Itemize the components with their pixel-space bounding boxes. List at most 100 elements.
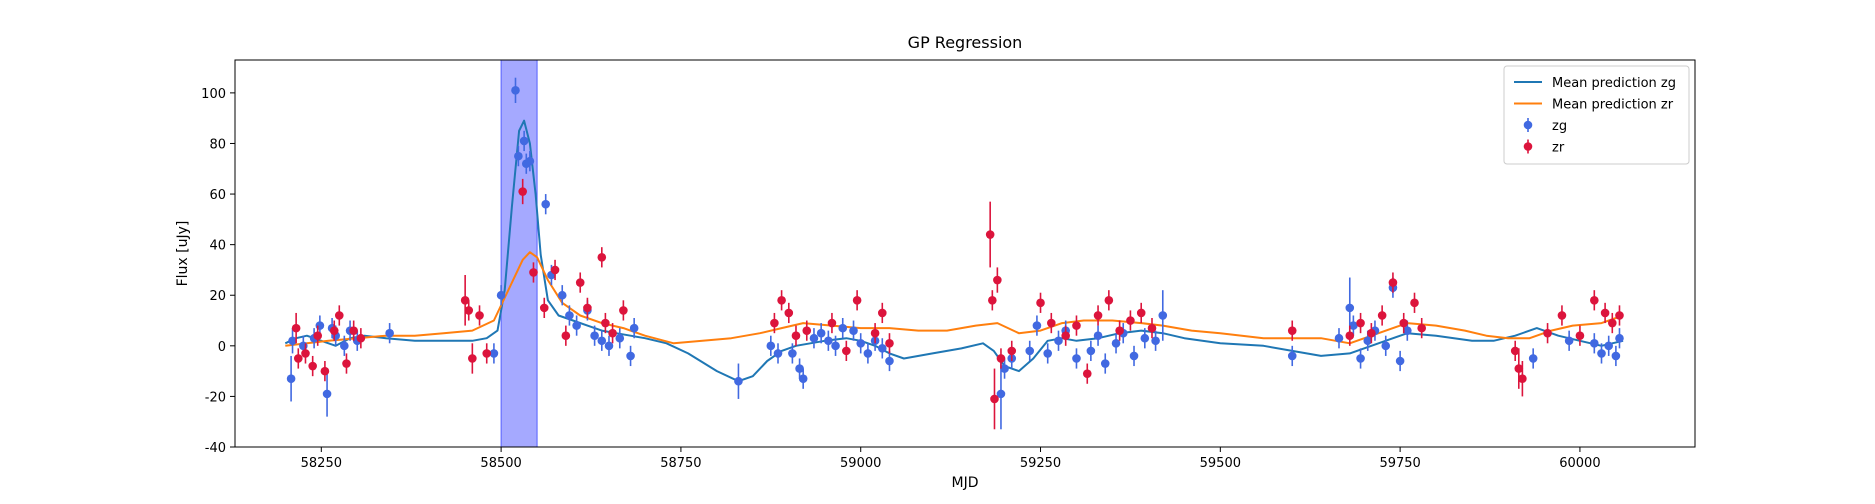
data-point xyxy=(1564,336,1574,346)
y-tick-label: -20 xyxy=(205,390,226,405)
data-point xyxy=(597,336,607,346)
data-point xyxy=(1082,369,1092,378)
data-point xyxy=(525,156,535,166)
data-point xyxy=(1104,295,1114,305)
x-tick-label: 58500 xyxy=(480,456,521,471)
data-point xyxy=(293,354,303,363)
data-point xyxy=(985,230,995,239)
data-point xyxy=(313,331,323,341)
data-point xyxy=(1147,323,1157,333)
data-point xyxy=(1047,318,1056,328)
data-point xyxy=(798,374,808,384)
data-point xyxy=(1510,346,1520,356)
data-point xyxy=(1363,336,1373,346)
data-point xyxy=(315,321,325,330)
data-point xyxy=(1345,331,1355,341)
data-point xyxy=(575,278,585,287)
data-point xyxy=(1356,354,1365,363)
data-point xyxy=(1377,311,1387,320)
data-point xyxy=(1136,308,1146,318)
data-point xyxy=(356,333,366,343)
data-point xyxy=(770,318,779,328)
legend-swatch-marker xyxy=(1523,120,1533,130)
data-point xyxy=(1395,356,1405,366)
x-tick-label: 59250 xyxy=(1020,456,1061,471)
data-point xyxy=(615,333,625,343)
data-point xyxy=(604,341,614,351)
data-point xyxy=(1086,346,1096,356)
data-point xyxy=(863,349,873,358)
data-point xyxy=(1615,333,1624,343)
data-point xyxy=(1403,326,1412,335)
data-point xyxy=(496,290,506,300)
data-point xyxy=(1054,336,1063,346)
data-point xyxy=(385,328,394,338)
data-point xyxy=(885,338,894,348)
data-point xyxy=(468,354,477,363)
line-layer xyxy=(284,119,1624,383)
chart-title: GP Regression xyxy=(908,33,1023,52)
data-point xyxy=(475,311,484,320)
data-point xyxy=(1061,331,1070,341)
data-point xyxy=(1345,303,1355,313)
data-point xyxy=(1000,364,1009,373)
data-point xyxy=(539,303,549,313)
x-tick-label: 59750 xyxy=(1379,456,1420,471)
series-points-2 xyxy=(286,77,1624,430)
data-point xyxy=(1093,311,1103,320)
data-point xyxy=(608,328,617,338)
data-point xyxy=(1287,326,1297,335)
data-point xyxy=(626,351,635,361)
data-point xyxy=(1590,338,1599,348)
y-axis-label: Flux [uJy] xyxy=(175,221,191,287)
data-point xyxy=(816,328,826,338)
data-point xyxy=(827,318,837,328)
data-point xyxy=(1590,295,1599,305)
data-point xyxy=(590,331,599,341)
data-point xyxy=(838,323,848,333)
data-point xyxy=(856,338,866,348)
data-point xyxy=(1543,328,1552,338)
data-point xyxy=(877,344,887,353)
data-point xyxy=(308,361,317,371)
x-tick-label: 58250 xyxy=(301,456,342,471)
data-point xyxy=(734,376,743,386)
legend-box xyxy=(1503,65,1690,165)
data-point xyxy=(1072,321,1081,330)
data-point xyxy=(1349,321,1358,330)
y-tick-label: 20 xyxy=(209,289,226,304)
data-point xyxy=(557,290,567,300)
y-tick-label: 60 xyxy=(209,188,226,203)
data-point xyxy=(1126,316,1135,325)
y-tick-label: 0 xyxy=(218,340,226,355)
data-point xyxy=(464,306,474,315)
data-point xyxy=(1575,331,1585,341)
x-tick-label: 58750 xyxy=(660,456,701,471)
data-point xyxy=(1158,311,1168,320)
data-point xyxy=(529,268,538,277)
data-point xyxy=(993,275,1002,285)
data-point xyxy=(1111,338,1121,348)
data-point xyxy=(773,349,783,358)
data-point xyxy=(601,318,610,328)
data-point xyxy=(1604,341,1613,351)
data-point xyxy=(489,349,499,358)
data-point xyxy=(788,349,797,358)
data-point xyxy=(802,326,812,335)
data-point xyxy=(286,374,296,384)
data-point xyxy=(519,136,529,146)
data-point xyxy=(1518,374,1527,384)
data-point xyxy=(340,341,349,351)
x-tick-label: 59000 xyxy=(840,456,881,471)
data-point xyxy=(514,151,523,161)
data-point xyxy=(583,303,592,313)
data-point xyxy=(1557,311,1567,320)
data-point xyxy=(320,366,330,376)
data-point xyxy=(1410,298,1419,308)
data-point xyxy=(334,311,344,320)
data-point xyxy=(849,326,858,335)
data-point xyxy=(1611,351,1621,361)
data-point xyxy=(877,308,887,318)
data-point xyxy=(795,364,804,373)
